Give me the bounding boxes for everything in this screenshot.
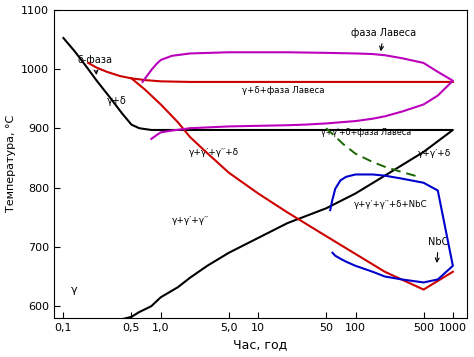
Text: γ+γ′+δ+фаза Лавеса: γ+γ′+δ+фаза Лавеса	[321, 128, 412, 137]
Text: γ+γ′+γ′′+δ+NbC: γ+γ′+γ′′+δ+NbC	[354, 200, 428, 208]
Y-axis label: Температура, °C: Температура, °C	[6, 115, 16, 212]
Text: γ+γ′+γ′′+δ: γ+γ′+γ′′+δ	[189, 148, 239, 157]
Text: γ+γ′+γ′′: γ+γ′+γ′′	[172, 216, 209, 225]
Text: γ+γ′+δ: γ+γ′+δ	[418, 149, 451, 158]
Text: γ+δ+фаза Лавеса: γ+δ+фаза Лавеса	[242, 86, 324, 95]
Text: δ-фаза: δ-фаза	[78, 55, 113, 74]
X-axis label: Час, год: Час, год	[233, 338, 288, 351]
Text: γ: γ	[71, 285, 78, 295]
Text: γ+δ: γ+δ	[107, 96, 126, 106]
Text: NbC: NbC	[428, 237, 449, 262]
Text: фаза Лавеса: фаза Лавеса	[351, 28, 416, 50]
